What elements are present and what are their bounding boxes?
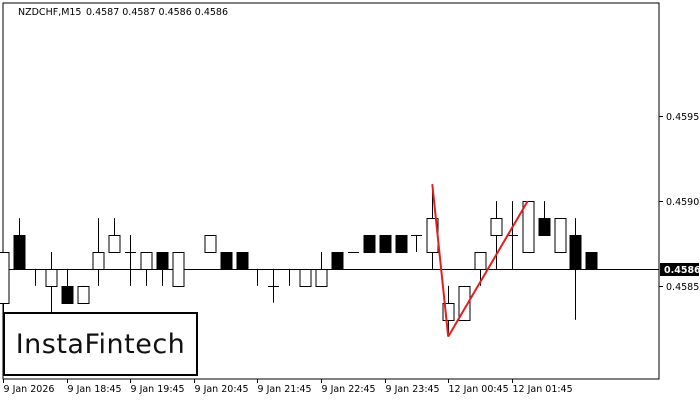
candle: [108, 218, 121, 253]
candle: [315, 251, 328, 287]
candle: [395, 235, 408, 253]
candle: [299, 268, 312, 287]
candle: [45, 251, 58, 320]
candle-body-bull: [45, 269, 58, 287]
candle: [61, 268, 74, 304]
candle: [458, 285, 471, 321]
candle: [442, 285, 455, 337]
candle: [0, 251, 10, 320]
plot-frame: [2, 2, 660, 380]
candle: [522, 201, 535, 253]
x-tick-label: 9 Jan 23:45: [386, 384, 440, 395]
candle: [331, 251, 344, 270]
candle-body-bull: [172, 252, 185, 287]
candle-body-bull: [474, 252, 487, 270]
candle: [140, 251, 153, 286]
candle-body-bull: [522, 201, 535, 253]
candle: [569, 218, 582, 320]
candle: [363, 235, 376, 253]
candle: [92, 218, 105, 286]
candle-body-bear: [331, 252, 344, 270]
candle: [348, 252, 359, 253]
x-tick-label: 12 Jan 00:45: [449, 384, 509, 395]
y-axis: 0.4585 0.4590 0.4595 0.4586: [659, 112, 700, 293]
candle: [585, 251, 598, 270]
pattern-line: [447, 200, 529, 338]
candle-body-bull: [0, 252, 10, 304]
candle: [538, 201, 551, 236]
candle-body-bear: [379, 235, 392, 253]
candle: [172, 251, 185, 287]
candle: [189, 269, 200, 270]
x-tick-label: 9 Jan 2026: [4, 384, 55, 395]
candle: [204, 235, 217, 253]
candle-body-bull: [140, 252, 153, 270]
logo-text: InstaFintech: [15, 328, 186, 360]
current-price-badge: [660, 263, 699, 276]
candle-body-bull: [554, 218, 567, 253]
candle-body-bull: [77, 286, 90, 304]
candle: [236, 251, 249, 270]
candle: [13, 218, 26, 270]
candle: [77, 285, 90, 304]
candle-body-bull: [442, 303, 455, 321]
y-tick-label: 0.4585: [666, 282, 699, 293]
candle: [220, 251, 233, 270]
candle: [156, 251, 169, 286]
candle-body-bear: [13, 235, 26, 270]
x-axis: 9 Jan 2026 9 Jan 18:45 9 Jan 19:45 9 Jan 20…: [3, 379, 573, 395]
candle: [379, 235, 392, 253]
candle-body-bull: [458, 286, 471, 321]
x-tick-label: 9 Jan 20:45: [195, 384, 249, 395]
candle-body-bear: [569, 235, 582, 270]
candle: [252, 268, 263, 286]
candle-body-bull: [299, 269, 312, 287]
candle-body-bull: [108, 235, 121, 253]
pattern-line: [431, 184, 450, 337]
candle-body-bear: [585, 252, 598, 270]
candle: [125, 235, 136, 286]
candle: [507, 201, 518, 269]
candle: [554, 218, 567, 253]
y-tick-label: 0.4590: [666, 197, 699, 208]
candle: [30, 268, 41, 286]
candle-body-bear: [363, 235, 376, 253]
x-tick-label: 12 Jan 01:45: [513, 384, 573, 395]
candle-body-bear: [395, 235, 408, 253]
candle-body-bear: [156, 252, 169, 270]
candle-body-bear: [236, 252, 249, 270]
candle-body-bear: [61, 286, 74, 304]
x-tick-label: 9 Jan 18:45: [68, 384, 122, 395]
candle: [411, 235, 422, 252]
candle-body-bull: [315, 269, 328, 287]
candle-body-bull: [204, 235, 217, 253]
chart-ohlc: 0.4587 0.4587 0.4586 0.4586: [86, 7, 228, 18]
candle-body-bear: [538, 218, 551, 236]
candle-body-bull: [490, 218, 503, 236]
candle-body-bear: [220, 252, 233, 270]
candle-layer: [0, 184, 598, 337]
x-tick-label: 9 Jan 21:45: [258, 384, 312, 395]
chart-symbol: NZDCHF,M15: [18, 7, 81, 18]
candle: [268, 268, 279, 303]
candle: [490, 201, 503, 269]
x-tick-label: 9 Jan 22:45: [322, 384, 376, 395]
instafintech-logo: InstaFintech: [3, 312, 198, 376]
candle-body-bull: [92, 252, 105, 270]
x-tick-label: 9 Jan 19:45: [131, 384, 185, 395]
y-tick-label: 0.4595: [666, 112, 699, 123]
current-price-label: 0.4586: [664, 265, 700, 276]
candle: [284, 268, 295, 286]
pattern-layer: [431, 184, 529, 338]
